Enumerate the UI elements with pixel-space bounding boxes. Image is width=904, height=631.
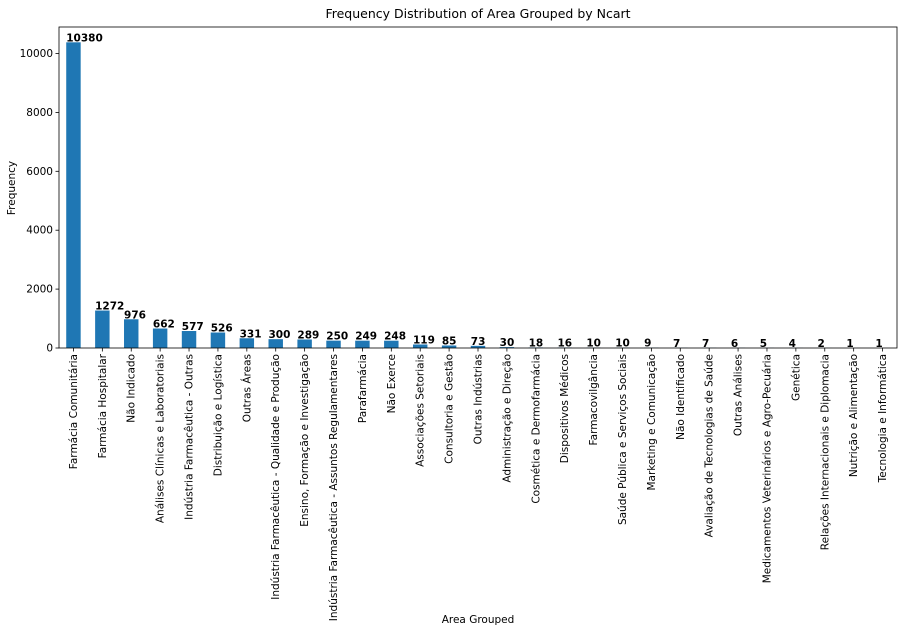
bar-value-label: 300 xyxy=(269,329,291,341)
bar-value-label: 4 xyxy=(789,338,796,350)
x-tick-label: Associações Setoriais xyxy=(415,354,427,467)
x-tick-label: Indústria Farmacêutica - Assuntos Regula… xyxy=(328,354,340,621)
x-tick-label: Outras Análises xyxy=(733,354,745,436)
x-axis-title: Area Grouped xyxy=(442,614,515,626)
bar xyxy=(268,339,283,348)
x-tick-label: Genética xyxy=(790,354,802,401)
bar xyxy=(384,340,399,348)
bar-value-label: 577 xyxy=(182,321,204,333)
bar-value-label: 331 xyxy=(240,328,262,340)
bar xyxy=(499,347,515,348)
bar-value-label: 249 xyxy=(355,331,377,343)
bar xyxy=(95,310,110,348)
x-tick-label: Farmacovilgância xyxy=(588,354,600,445)
bar-value-label: 662 xyxy=(153,319,175,331)
x-tick-label: Cosmética e Dermofarmácia xyxy=(530,354,542,504)
x-tick-label: Indústria Farmacêutica - Qualidade e Pro… xyxy=(270,354,282,600)
bars-group xyxy=(66,42,890,349)
y-tick-label: 0 xyxy=(46,343,53,355)
bar xyxy=(326,340,341,348)
bar-value-label: 248 xyxy=(384,331,406,343)
y-tick-label: 6000 xyxy=(26,166,53,178)
x-tick-label: Relações Internacionais e Diplomacia xyxy=(819,354,831,550)
x-tick-label: Farmácia Hospitalar xyxy=(97,353,109,458)
bar xyxy=(470,345,486,348)
bar-value-label: 85 xyxy=(442,335,457,347)
x-tick-label: Consultoria e Gestão xyxy=(444,354,456,464)
x-tick-label: Outras Áreas xyxy=(240,354,253,422)
y-axis: 0 2000 4000 6000 8000 10000 xyxy=(20,48,59,355)
y-axis-title: Frequency xyxy=(6,161,18,215)
bar-value-label: 1 xyxy=(875,338,882,350)
y-tick-label: 2000 xyxy=(26,284,53,296)
y-tick-label: 8000 xyxy=(26,107,53,119)
bar-value-label: 7 xyxy=(702,338,709,350)
y-tick-label: 4000 xyxy=(26,225,53,237)
bar-value-label: 30 xyxy=(500,337,515,349)
x-tick-label: Não Indicado xyxy=(126,354,138,423)
bar-value-label: 1272 xyxy=(95,301,124,313)
y-tick-label: 10000 xyxy=(20,48,53,60)
x-tick-label: Não Exerce xyxy=(386,354,398,413)
bar-value-label: 119 xyxy=(413,334,435,346)
x-tick-label: Parafarmácia xyxy=(357,354,369,423)
bar xyxy=(412,344,428,348)
x-tick-label: Não Identificado xyxy=(675,354,687,440)
bar-value-label: 250 xyxy=(326,331,348,343)
bar-value-label: 5 xyxy=(760,338,767,350)
bar xyxy=(66,42,81,349)
bar-value-label: 526 xyxy=(211,323,233,335)
bar xyxy=(441,345,457,348)
bar-value-label: 1 xyxy=(846,338,853,350)
bar xyxy=(210,332,226,348)
x-tick-label: Ensino, Formação e Investigação xyxy=(299,354,311,527)
x-tick-label: Avaliação de Tecnologias de Saúde xyxy=(704,354,716,537)
bar-value-label: 2 xyxy=(818,338,825,350)
bar-value-label: 18 xyxy=(529,337,544,349)
bar-value-label: 976 xyxy=(124,309,146,321)
bar-value-label: 10380 xyxy=(66,32,103,44)
x-tick-label: Distribuição e Logística xyxy=(212,354,224,476)
bar-value-label: 16 xyxy=(557,338,572,350)
x-tick-label: Tecnologia e Informática xyxy=(877,354,889,483)
bar-value-label: 6 xyxy=(731,338,738,350)
bar-value-label: 10 xyxy=(586,338,601,350)
bar-value-label: 9 xyxy=(644,338,651,350)
bar-value-label: 10 xyxy=(615,338,630,350)
x-tick-label: Dispositivos Médicos xyxy=(559,354,571,463)
chart-title: Frequency Distribution of Area Grouped b… xyxy=(325,6,630,21)
plot-frame xyxy=(58,26,898,349)
bar xyxy=(152,328,168,348)
x-tick-label: Medicamentos Veterinários e Agro-Pecuári… xyxy=(761,354,773,583)
bar-value-label: 73 xyxy=(471,336,486,348)
x-tick-label: Indústria Farmacêutica - Outras xyxy=(184,354,196,520)
bar xyxy=(239,338,255,348)
x-tick-label: Saúde Pública e Serviços Sociais xyxy=(617,354,629,525)
x-axis: Farmácia Comunitária Farmácia Hospitalar N… xyxy=(68,348,889,621)
x-tick-label: Análises Clínicas e Laboratoriais xyxy=(155,354,167,523)
x-tick-label: Administração e Direção xyxy=(501,354,513,483)
x-tick-label: Nutrição e Alimentação xyxy=(848,354,860,477)
bar xyxy=(355,340,370,348)
x-tick-label: Farmácia Comunitária xyxy=(68,354,80,469)
bar xyxy=(124,319,139,348)
x-tick-label: Marketing e Comunicação xyxy=(646,354,658,491)
bar-value-label: 7 xyxy=(673,338,680,350)
bar xyxy=(297,339,312,348)
x-tick-label: Outras Indústrias xyxy=(473,354,485,444)
bar xyxy=(181,331,197,348)
bar-value-label: 289 xyxy=(297,329,319,341)
